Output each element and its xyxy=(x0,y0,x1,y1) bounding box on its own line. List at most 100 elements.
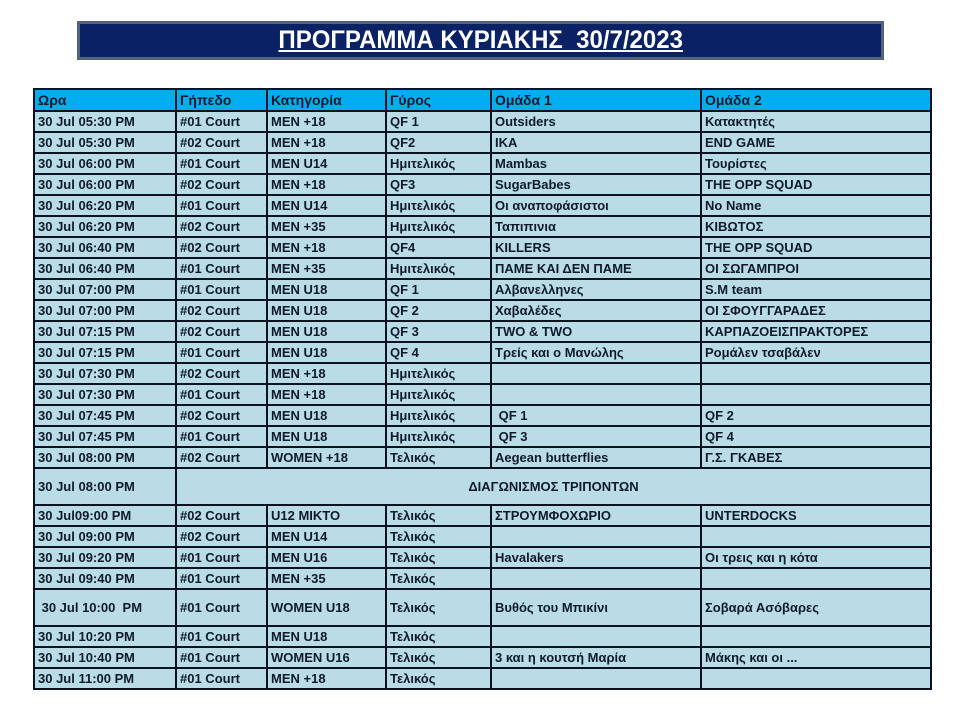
team1-cell: Αλβανελληνες xyxy=(490,278,702,301)
court-cell: #01 Court xyxy=(175,546,268,569)
team1-cell: QF 3 xyxy=(490,425,702,448)
court-cell: #02 Court xyxy=(175,131,268,154)
time-cell: 30 Jul 06:00 PM xyxy=(33,152,177,175)
time-cell: 30 Jul 06:20 PM xyxy=(33,215,177,238)
round-cell: QF3 xyxy=(385,173,492,196)
table-row: 30 Jul 07:00 PM #02 Court MEN U18 QF 2 Χαβαλ… xyxy=(33,299,932,322)
category-cell: MEN +35 xyxy=(266,567,387,590)
category-cell: MEN +35 xyxy=(266,215,387,238)
time-cell: 30 Jul 10:40 PM xyxy=(33,646,177,669)
schedule-rows: 30 Jul 05:30 PM #01 Court MEN +18 QF 1 Outsi… xyxy=(33,110,932,690)
court-cell: #02 Court xyxy=(175,320,268,343)
table-row: 30 Jul 09:40 PM #01 Court MEN +35 Τελικός xyxy=(33,567,932,590)
round-cell: Ημιτελικός xyxy=(385,257,492,280)
team2-cell xyxy=(700,525,932,548)
team2-cell: ΟΙ ΣΩΓΑΜΠΡΟΙ xyxy=(700,257,932,280)
court-cell: #02 Court xyxy=(175,215,268,238)
team1-cell: ΣΤΡΟΥΜΦΟΧΩΡΙΟ xyxy=(490,504,702,527)
time-cell: 30 Jul 06:00 PM xyxy=(33,173,177,196)
team1-cell xyxy=(490,383,702,406)
court-cell: #02 Court xyxy=(175,362,268,385)
category-cell: MEN U18 xyxy=(266,278,387,301)
team2-cell xyxy=(700,667,932,690)
round-cell: Ημιτελικός xyxy=(385,383,492,406)
team2-cell: No Name xyxy=(700,194,932,217)
team1-cell: Χαβαλέδες xyxy=(490,299,702,322)
table-row: 30 Jul 11:00 PM #01 Court MEN +18 Τελικός xyxy=(33,667,932,690)
round-cell: QF 4 xyxy=(385,341,492,364)
column-header-round: Γύρος xyxy=(385,88,492,112)
round-cell: QF 3 xyxy=(385,320,492,343)
court-cell: #01 Court xyxy=(175,110,268,133)
team2-cell xyxy=(700,362,932,385)
court-cell: #01 Court xyxy=(175,588,268,627)
table-row: 30 Jul09:00 PM #02 Court U12 MIKTO Τελικός Σ… xyxy=(33,504,932,527)
team1-cell: Havalakers xyxy=(490,546,702,569)
category-cell: WOMEN U16 xyxy=(266,646,387,669)
team1-cell xyxy=(490,667,702,690)
page-title: ΠΡΟΓΡΑΜΜΑ ΚΥΡΙΑΚΗΣ 30/7/2023 xyxy=(278,26,683,54)
table-row: 30 Jul 07:15 PM #01 Court MEN U18 QF 4 Τρείς… xyxy=(33,341,932,364)
team2-cell: S.M team xyxy=(700,278,932,301)
time-cell: 30 Jul 07:45 PM xyxy=(33,404,177,427)
category-cell: MEN +18 xyxy=(266,383,387,406)
time-cell: 30 Jul 06:40 PM xyxy=(33,236,177,259)
category-cell: MEN U14 xyxy=(266,152,387,175)
category-cell: MEN +18 xyxy=(266,173,387,196)
team1-cell: SugarBabes xyxy=(490,173,702,196)
team2-cell: QF 2 xyxy=(700,404,932,427)
table-row: 30 Jul 09:20 PM #01 Court MEN U16 Τελικός Ha… xyxy=(33,546,932,569)
round-cell: Τελικός xyxy=(385,504,492,527)
team1-cell xyxy=(490,362,702,385)
table-row: 30 Jul 07:30 PM #01 Court MEN +18 Ημιτελικό… xyxy=(33,383,932,406)
table-row: 30 Jul 07:00 PM #01 Court MEN U18 QF 1 Αλβαν… xyxy=(33,278,932,301)
category-cell: MEN U18 xyxy=(266,625,387,648)
round-cell: Ημιτελικός xyxy=(385,152,492,175)
team2-cell: THE OPP SQUAD xyxy=(700,173,932,196)
court-cell: #01 Court xyxy=(175,383,268,406)
table-row: 30 Jul 08:00 PM ΔΙΑΓΩΝΙΣΜΟΣ ΤΡΙΠΟΝΤΩΝ xyxy=(33,467,932,506)
court-cell: #01 Court xyxy=(175,425,268,448)
table-row: 30 Jul 10:40 PM #01 Court WOMEN U16 Τελικός… xyxy=(33,646,932,669)
team1-cell: ΠΑΜΕ ΚΑΙ ΔΕΝ ΠΑΜΕ xyxy=(490,257,702,280)
court-cell: #02 Court xyxy=(175,236,268,259)
team1-cell xyxy=(490,525,702,548)
category-cell: MEN U18 xyxy=(266,404,387,427)
column-header-team1: Ομάδα 1 xyxy=(490,88,702,112)
round-cell: Ημιτελικός xyxy=(385,215,492,238)
team2-cell: THE OPP SQUAD xyxy=(700,236,932,259)
round-cell: Τελικός xyxy=(385,446,492,469)
team1-cell: Οι αναποφάσιστοι xyxy=(490,194,702,217)
table-row: 30 Jul 06:40 PM #01 Court MEN +35 Ημιτελικό… xyxy=(33,257,932,280)
team2-cell: ΚΙΒΩΤΟΣ xyxy=(700,215,932,238)
table-row: 30 Jul 10:20 PM #01 Court MEN U18 Τελικός xyxy=(33,625,932,648)
court-cell: #02 Court xyxy=(175,525,268,548)
court-cell: #01 Court xyxy=(175,646,268,669)
time-cell: 30 Jul 08:00 PM xyxy=(33,467,177,506)
round-cell: Τελικός xyxy=(385,667,492,690)
court-cell: #01 Court xyxy=(175,194,268,217)
team1-cell: 3 και η κουτσή Μαρία xyxy=(490,646,702,669)
round-cell: QF2 xyxy=(385,131,492,154)
team2-cell: Τουρίστες xyxy=(700,152,932,175)
team1-cell: Outsiders xyxy=(490,110,702,133)
time-cell: 30 Jul 05:30 PM xyxy=(33,131,177,154)
category-cell: MEN U18 xyxy=(266,320,387,343)
team1-cell: QF 1 xyxy=(490,404,702,427)
round-cell: Τελικός xyxy=(385,646,492,669)
category-cell: MEN +18 xyxy=(266,131,387,154)
table-row: 30 Jul 08:00 PM #02 Court WOMEN +18 Τελικός… xyxy=(33,446,932,469)
table-row: 30 Jul 07:15 PM #02 Court MEN U18 QF 3 TWO &… xyxy=(33,320,932,343)
category-cell: MEN U16 xyxy=(266,546,387,569)
court-cell: #02 Court xyxy=(175,404,268,427)
time-cell: 30 Jul 08:00 PM xyxy=(33,446,177,469)
team1-cell: IKA xyxy=(490,131,702,154)
category-cell: MEN U18 xyxy=(266,299,387,322)
table-row: 30 Jul 05:30 PM #01 Court MEN +18 QF 1 Outsi… xyxy=(33,110,932,133)
table-row: 30 Jul 06:40 PM #02 Court MEN +18 QF4 KILLER… xyxy=(33,236,932,259)
table-row: 30 Jul 06:00 PM #02 Court MEN +18 QF3 SugarB… xyxy=(33,173,932,196)
team2-cell: QF 4 xyxy=(700,425,932,448)
court-cell: #01 Court xyxy=(175,667,268,690)
team1-cell: Ταπιπινια xyxy=(490,215,702,238)
round-cell: Ημιτελικός xyxy=(385,404,492,427)
